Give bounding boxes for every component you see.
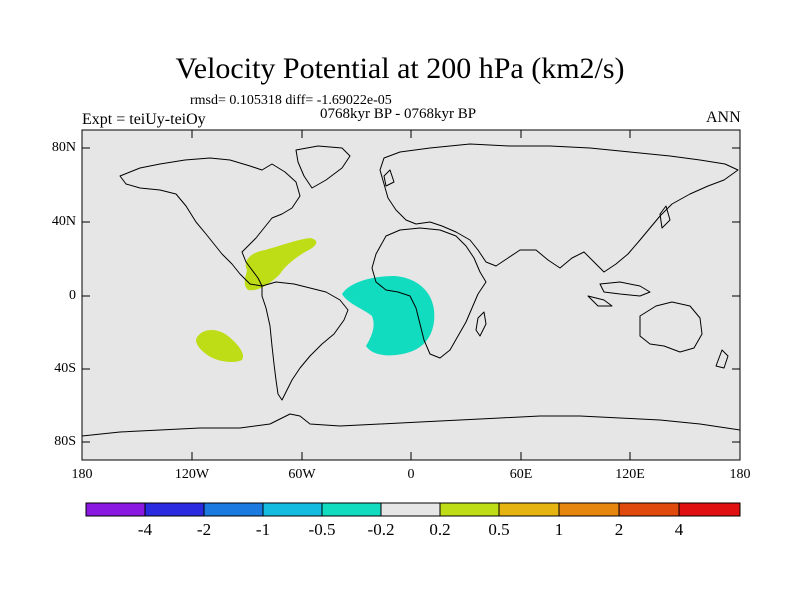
coastlines [81,143,741,437]
colorbar-label-1: -2 [196,520,212,539]
colorbar-label-6: 0.5 [488,520,510,539]
lat-ticks [82,147,740,443]
lat-label-80n: 80N [51,140,76,155]
coastline-north-america [119,157,301,287]
colorbar-box-8 [558,502,620,517]
colorbar-box-2 [203,502,264,517]
experiment-label: Expt = teiUy-teiOy [82,111,206,128]
coastline-australia [639,301,703,353]
season-label: ANN [706,109,741,126]
colorbar-box-7 [498,502,560,517]
coastline-japan-uk [383,169,671,229]
coastline-new-zealand [715,349,729,369]
coastline-eurasia [379,143,739,273]
colorbar-box-4 [321,502,382,517]
colorbar-label-3: -0.5 [308,520,336,539]
anomaly-south-pacific-positive [196,330,244,362]
colorbar-box-5 [380,502,441,517]
period-label: 0768kyr BP - 0768kyr BP [320,106,477,122]
colorbar-label-9: 4 [674,520,684,539]
lon-label-120e: 120E [615,467,645,482]
lon-ticks [191,130,631,460]
colorbar-label-7: 1 [554,520,564,539]
colorbar-box-0 [85,502,146,517]
coastline-greenland [295,145,351,189]
coastline-antarctica [81,413,741,437]
lon-label-180w: 180 [71,467,93,482]
colorbar [85,502,741,517]
stats-line: rmsd= 0.105318 diff= -1.69022e-05 [190,93,392,108]
coastline-south-america [261,281,349,401]
coastline-maritime-continent [587,281,651,307]
colorbar-box-3 [262,502,323,517]
colorbar-label-8: 2 [614,520,624,539]
coastline-africa [371,227,487,359]
colorbar-label-5: 0.2 [429,520,451,539]
lon-label-120w: 120W [174,467,210,482]
lon-label-60w: 60W [288,467,316,482]
colorbar-box-10 [678,502,741,517]
lat-label-0: 0 [69,288,76,303]
lon-label-0: 0 [407,467,415,482]
colorbar-label-2: -1 [255,520,271,539]
colorbar-box-6 [439,502,500,517]
anomaly-south-atlantic-negative [342,276,435,356]
lat-label-80s: 80S [54,434,76,449]
coastline-madagascar [475,311,487,337]
colorbar-label-0: -4 [137,520,153,539]
lon-label-60e: 60E [509,467,533,482]
lat-label-40n: 40N [51,214,76,229]
colorbar-box-1 [144,502,205,517]
anomaly-caribbean-positive [244,238,317,291]
lon-label-180e: 180 [729,467,751,482]
lat-label-40s: 40S [54,361,76,376]
colorbar-label-4: -0.2 [367,520,395,539]
colorbar-box-9 [618,502,680,517]
chart-title: Velocity Potential at 200 hPa (km2/s) [175,52,625,85]
